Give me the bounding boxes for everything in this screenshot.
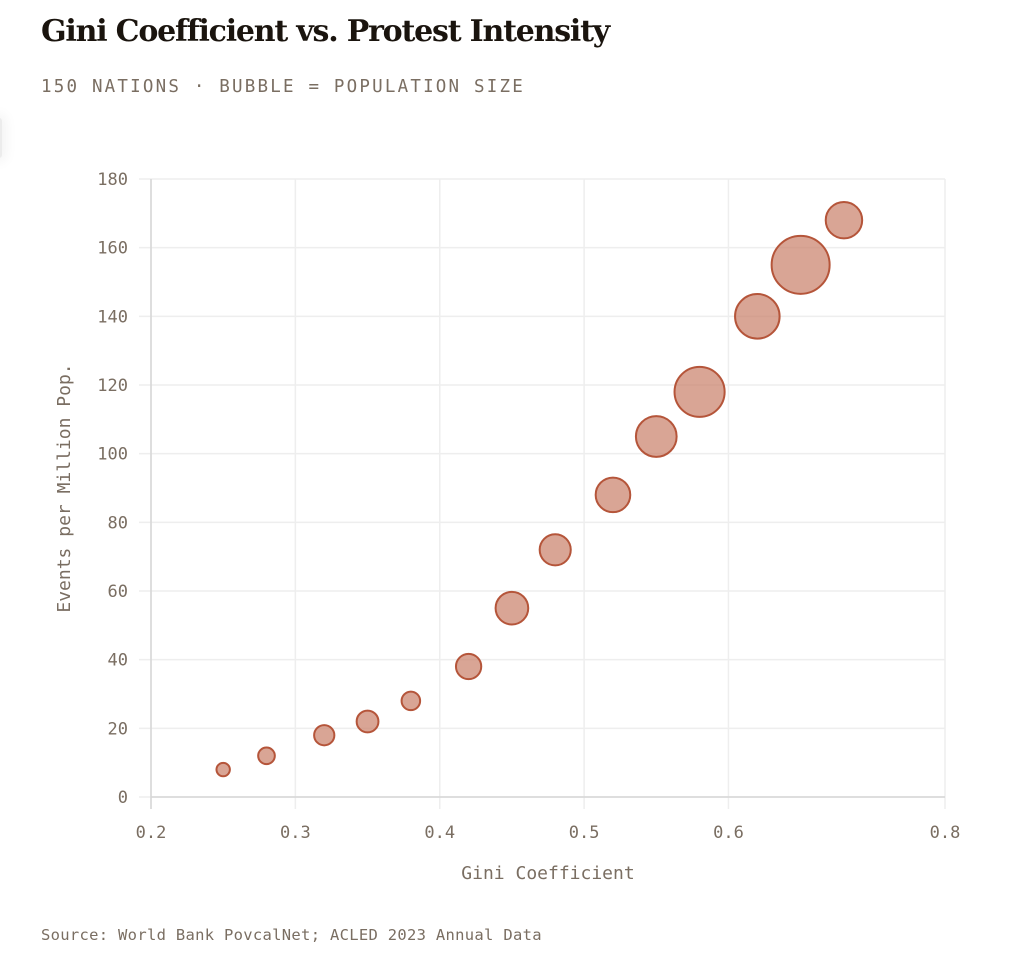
offscreen-panel-edge (0, 118, 2, 158)
bubble (824, 200, 864, 240)
y-tick-label: 0 (118, 788, 128, 808)
y-tick-label: 180 (97, 170, 128, 190)
x-tick-label: 0.3 (280, 823, 311, 843)
x-tick-label: 0.4 (424, 823, 455, 843)
chart-subtitle: 150 NATIONS · BUBBLE = POPULATION SIZE (41, 77, 525, 97)
bubble (594, 476, 632, 514)
bubble (257, 746, 276, 766)
y-tick-label: 80 (108, 513, 128, 533)
source-note: Source: World Bank PovcalNet; ACLED 2023… (41, 926, 542, 944)
y-tick-label: 60 (108, 582, 128, 602)
y-axis-title: Events per Million Pop. (54, 363, 75, 612)
bubble (215, 761, 231, 778)
x-tick-label: 0.2 (136, 823, 167, 843)
y-tick-label: 100 (97, 445, 128, 465)
bubble (355, 709, 380, 734)
bubble (673, 365, 726, 418)
bubble (770, 234, 831, 295)
y-tick-label: 40 (108, 651, 128, 671)
chart-title: Gini Coefficient vs. Protest Intensity (41, 14, 610, 49)
y-tick-label: 20 (108, 719, 128, 739)
bubble (454, 652, 483, 681)
x-tick-label: 0.5 (569, 823, 600, 843)
bubble (494, 590, 530, 626)
x-tick-label: 0.8 (930, 823, 961, 843)
bubble (538, 533, 572, 567)
y-tick-label: 140 (97, 307, 128, 327)
bubble (734, 293, 781, 340)
y-tick-label: 120 (97, 376, 128, 396)
y-tick-labels: 0 20 40 60 80 100 120 140 160 180 (97, 170, 128, 808)
x-axis-title: Gini Coefficient (461, 863, 634, 884)
bubbles (215, 200, 864, 778)
x-tick-label: 0.6 (713, 823, 744, 843)
bubble (634, 415, 678, 458)
bubble (313, 724, 336, 747)
bubble (400, 690, 422, 712)
x-tick-labels: 0.2 0.3 0.4 0.5 0.6 0.8 (136, 823, 961, 843)
y-tick-label: 160 (97, 239, 128, 259)
